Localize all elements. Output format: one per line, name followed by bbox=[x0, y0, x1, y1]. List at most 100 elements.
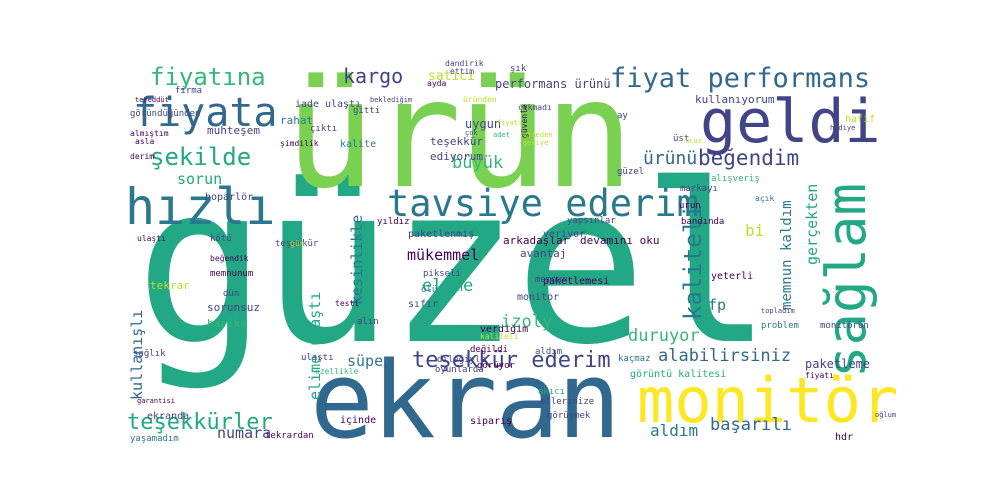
word: kargo bbox=[343, 64, 404, 88]
word: fiyata bbox=[133, 90, 278, 136]
word: sağlam bbox=[815, 182, 878, 378]
word: görüntü kalitesi bbox=[630, 369, 727, 380]
word: ölü bbox=[421, 285, 438, 295]
word: yaşamadım bbox=[130, 434, 179, 444]
word: gün bbox=[290, 239, 305, 248]
word: kaçmaz bbox=[618, 354, 651, 364]
word: teşekkür ederim bbox=[412, 348, 611, 373]
word: tekrardan bbox=[265, 431, 314, 441]
word: alın bbox=[357, 317, 379, 327]
word: devamını oku bbox=[580, 234, 660, 247]
word: iade bbox=[295, 99, 320, 110]
word: hdr bbox=[835, 432, 854, 443]
word: oğlum bbox=[875, 411, 897, 419]
word: ulaştı bbox=[301, 353, 334, 363]
word: çıktı bbox=[310, 124, 338, 134]
word: avantaj bbox=[520, 247, 567, 260]
word: tekrar bbox=[150, 279, 190, 292]
word: beklediğim bbox=[370, 96, 413, 104]
word: alabilirsiniz bbox=[658, 346, 792, 366]
word: ediyorum bbox=[430, 150, 483, 163]
word: aldım bbox=[650, 421, 699, 440]
word: gerçekten bbox=[803, 183, 821, 265]
word: güzel bbox=[135, 137, 773, 393]
word: yıldız bbox=[377, 217, 410, 227]
word: değildi bbox=[470, 345, 508, 355]
word: memnun bbox=[535, 275, 568, 285]
word: fiyat performans bbox=[610, 63, 871, 94]
word: muhteşem bbox=[207, 124, 260, 137]
word: paketlemesi bbox=[543, 276, 610, 287]
word: satıcı bbox=[428, 69, 475, 84]
word: fiyatı bbox=[805, 371, 834, 380]
word: veriyor bbox=[543, 229, 586, 240]
word: ellerinize bbox=[540, 397, 595, 407]
word: üründen bbox=[463, 95, 497, 104]
word: harika bbox=[207, 317, 247, 330]
word: tereddüt bbox=[135, 96, 169, 104]
word: geriye bbox=[523, 139, 549, 147]
word-cloud: güzel ürün ekran monitör geldi hızlı sağ… bbox=[125, 60, 900, 445]
word: ürün bbox=[285, 60, 634, 222]
word: problem bbox=[761, 321, 799, 331]
word: özellikle bbox=[315, 367, 359, 376]
word: asla bbox=[135, 137, 155, 146]
word: firma bbox=[175, 86, 203, 96]
word: hediye bbox=[830, 124, 856, 132]
word: monitor bbox=[517, 292, 560, 303]
word: fp bbox=[708, 296, 727, 314]
word: süper bbox=[347, 352, 393, 370]
word: yapsınlar bbox=[567, 216, 616, 226]
word: paketleme bbox=[805, 357, 871, 371]
word: verdiğim bbox=[480, 324, 529, 335]
word: çok bbox=[465, 129, 478, 137]
word: etmeden bbox=[523, 131, 553, 139]
word: akıcı bbox=[538, 387, 566, 397]
word: monitör bbox=[637, 364, 899, 437]
word: elime ulaştı bbox=[306, 291, 324, 400]
word: kötü bbox=[210, 234, 232, 244]
word: ayda bbox=[427, 79, 447, 88]
word: aldım bbox=[535, 347, 563, 357]
word: bandında bbox=[681, 217, 725, 227]
word: dandirik bbox=[445, 60, 484, 68]
word: görüyor bbox=[477, 361, 515, 371]
word: alışveriş bbox=[711, 174, 760, 184]
word: tavsiye ederim bbox=[387, 182, 699, 225]
word: dün bbox=[223, 289, 240, 299]
word: hızlı bbox=[125, 178, 276, 236]
word: ettim bbox=[450, 67, 475, 76]
word: pikseli bbox=[423, 269, 461, 279]
word: memnunum bbox=[210, 269, 254, 279]
word: sorunsuz bbox=[207, 301, 260, 314]
word: ulaştı bbox=[137, 234, 166, 243]
word: şimdilik bbox=[280, 139, 319, 148]
word: başarılı bbox=[710, 415, 792, 435]
word: monitörün bbox=[820, 321, 869, 331]
word: performans ürünü bbox=[495, 77, 611, 91]
word: teşekkürler bbox=[127, 410, 273, 435]
word: güzel bbox=[617, 167, 645, 177]
word: testi bbox=[335, 299, 360, 308]
word: ulaştı bbox=[325, 99, 362, 110]
word: hafif bbox=[845, 114, 876, 125]
word: içinde bbox=[340, 415, 377, 426]
word: çıkmadı bbox=[518, 103, 552, 112]
word: uygun bbox=[465, 117, 502, 131]
word: göründüğünden bbox=[130, 109, 201, 119]
word: garantisi bbox=[137, 397, 175, 405]
word: sorun bbox=[177, 170, 223, 188]
word: numara bbox=[217, 424, 272, 442]
word: fiyatı bbox=[497, 119, 523, 127]
word: büyük bbox=[452, 153, 504, 173]
word: şekilde bbox=[150, 143, 252, 171]
word: sağlık bbox=[133, 349, 166, 359]
word: şık bbox=[510, 64, 527, 74]
word: teşekkür bbox=[275, 239, 319, 249]
word: arkadaşlar bbox=[503, 234, 570, 247]
word: mükemmel bbox=[407, 246, 480, 264]
word: markayı bbox=[680, 184, 718, 194]
word: memnun kaldım bbox=[779, 200, 795, 310]
word: sipariş bbox=[470, 416, 513, 427]
word: görüşmek bbox=[547, 411, 591, 421]
